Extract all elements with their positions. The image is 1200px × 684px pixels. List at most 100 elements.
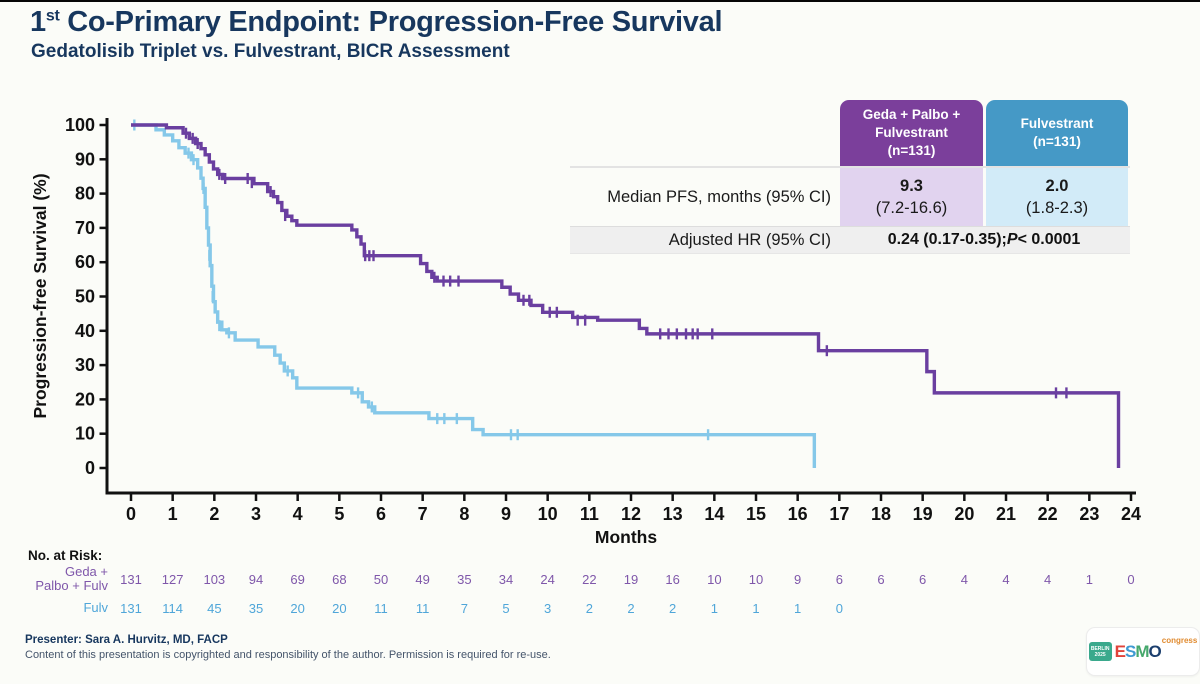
risk-value: 10 <box>748 572 764 587</box>
summary-table: Geda + Palbo + Fulvestrant (n=131) Fulve… <box>570 100 1130 254</box>
svg-text:6: 6 <box>376 504 386 524</box>
summary-table-header-row: Geda + Palbo + Fulvestrant (n=131) Fulve… <box>570 100 1130 166</box>
top-border-line <box>0 0 1200 2</box>
fulv-header-line2: (n=131) <box>1033 134 1081 149</box>
esmo-wordmark: ESMO <box>1114 642 1162 661</box>
risk-value: 6 <box>919 572 927 587</box>
risk-value: 0 <box>835 601 843 616</box>
svg-text:0: 0 <box>126 504 136 524</box>
risk-value: 7 <box>460 601 468 616</box>
slide-title: 1st Co-Primary Endpoint: Progression-Fre… <box>30 6 723 39</box>
risk-value: 20 <box>332 601 347 616</box>
risk-value: 1 <box>752 601 760 616</box>
median-pfs-row: Median PFS, months (95% CI) 9.3 (7.2-16.… <box>570 166 1130 226</box>
esmo-letter: O <box>1148 642 1162 661</box>
median-pfs-fulv-ci: (1.8-2.3) <box>1025 199 1089 217</box>
title-superscript: st <box>45 7 60 25</box>
risk-value: 35 <box>248 601 264 616</box>
column-header-fulvestrant: Fulvestrant (n=131) <box>986 100 1128 166</box>
fulv-header-line1: Fulvestrant <box>1020 116 1094 132</box>
svg-text:20: 20 <box>75 389 95 409</box>
svg-text:18: 18 <box>871 504 891 524</box>
risk-value: 94 <box>248 572 264 587</box>
risk-row-label: Fulv <box>83 600 108 615</box>
risk-value: 0 <box>1127 572 1135 587</box>
geda-header-line2: Fulvestrant <box>875 125 948 141</box>
geda-header-line3: (n=131) <box>887 142 936 158</box>
risk-value: 1 <box>1085 572 1093 587</box>
risk-value: 10 <box>707 572 722 587</box>
median-pfs-geda-value: 9.3 <box>900 176 923 195</box>
risk-value: 16 <box>665 572 680 587</box>
svg-text:12: 12 <box>621 504 641 524</box>
hr-p-symbol: P <box>1006 231 1018 248</box>
svg-text:9: 9 <box>501 504 511 524</box>
svg-text:4: 4 <box>293 504 303 524</box>
median-pfs-fulv-cell: 2.0 (1.8-2.3) <box>986 168 1128 226</box>
risk-value: 2 <box>627 601 635 616</box>
adjusted-hr-value: 0.24 (0.17-0.35); P < 0.0001 <box>840 227 1128 253</box>
svg-text:10: 10 <box>538 504 558 524</box>
risk-value: 22 <box>582 572 597 587</box>
svg-text:10: 10 <box>75 424 95 444</box>
risk-value: 4 <box>1044 572 1052 587</box>
svg-text:16: 16 <box>788 504 808 524</box>
svg-text:50: 50 <box>75 287 95 307</box>
risk-value: 11 <box>415 601 430 616</box>
svg-text:21: 21 <box>996 504 1016 524</box>
geda-header-line1: Geda + Palbo + <box>862 107 961 123</box>
svg-text:14: 14 <box>704 504 724 524</box>
svg-text:17: 17 <box>829 504 849 524</box>
svg-text:2: 2 <box>209 504 219 524</box>
svg-text:1: 1 <box>168 504 178 524</box>
risk-value: 11 <box>374 601 388 616</box>
svg-text:80: 80 <box>75 184 95 204</box>
svg-text:30: 30 <box>75 355 95 375</box>
risk-value: 4 <box>960 572 968 587</box>
risk-value: 68 <box>332 572 347 587</box>
svg-text:100: 100 <box>65 115 95 135</box>
svg-text:60: 60 <box>75 252 95 272</box>
esmo-letter: S <box>1125 642 1136 661</box>
svg-text:5: 5 <box>334 504 344 524</box>
risk-value: 3 <box>544 601 552 616</box>
header-spacer <box>570 100 840 166</box>
risk-value: 34 <box>498 572 514 587</box>
adjusted-hr-row: Adjusted HR (95% CI) 0.24 (0.17-0.35); P… <box>570 226 1130 254</box>
title-number: 1 <box>30 6 46 38</box>
risk-value: 4 <box>1002 572 1010 587</box>
risk-value: 114 <box>162 601 184 616</box>
risk-value: 35 <box>457 572 472 587</box>
risk-value: 131 <box>120 601 142 616</box>
esmo-letter: M <box>1135 642 1149 661</box>
svg-text:7: 7 <box>418 504 428 524</box>
median-pfs-fulv-value: 2.0 <box>1045 176 1069 195</box>
risk-value: 2 <box>585 601 593 616</box>
risk-value: 49 <box>415 572 430 587</box>
risk-value: 50 <box>373 572 389 587</box>
risk-value: 131 <box>120 572 142 587</box>
risk-value: 45 <box>207 601 222 616</box>
svg-text:11: 11 <box>580 504 599 524</box>
svg-text:3: 3 <box>251 504 261 524</box>
risk-value: 5 <box>502 601 510 616</box>
risk-table-title: No. at Risk: <box>28 548 103 563</box>
esmo-letter: E <box>1114 642 1126 661</box>
risk-value: 6 <box>835 572 843 587</box>
risk-value: 1 <box>710 601 718 616</box>
risk-value: 20 <box>290 601 305 616</box>
badge-year: 2025 <box>1094 651 1106 658</box>
copyright-notice: Content of this presentation is copyrigh… <box>25 649 551 661</box>
presenter-credit: Presenter: Sara A. Hurvitz, MD, FACP <box>25 634 228 646</box>
median-pfs-geda-cell: 9.3 (7.2-16.6) <box>840 168 983 226</box>
hr-estimate: 0.24 (0.17-0.35); <box>887 231 1007 248</box>
slide-subtitle: Gedatolisib Triplet vs. Fulvestrant, BIC… <box>31 41 510 62</box>
risk-value: 24 <box>540 572 555 587</box>
svg-text:19: 19 <box>913 504 933 524</box>
risk-value: 2 <box>669 601 677 616</box>
risk-value: 6 <box>877 572 885 587</box>
hr-p-value: < 0.0001 <box>1017 231 1081 248</box>
svg-text:Months: Months <box>595 527 657 547</box>
adjusted-hr-label: Adjusted HR (95% CI) <box>668 230 831 249</box>
